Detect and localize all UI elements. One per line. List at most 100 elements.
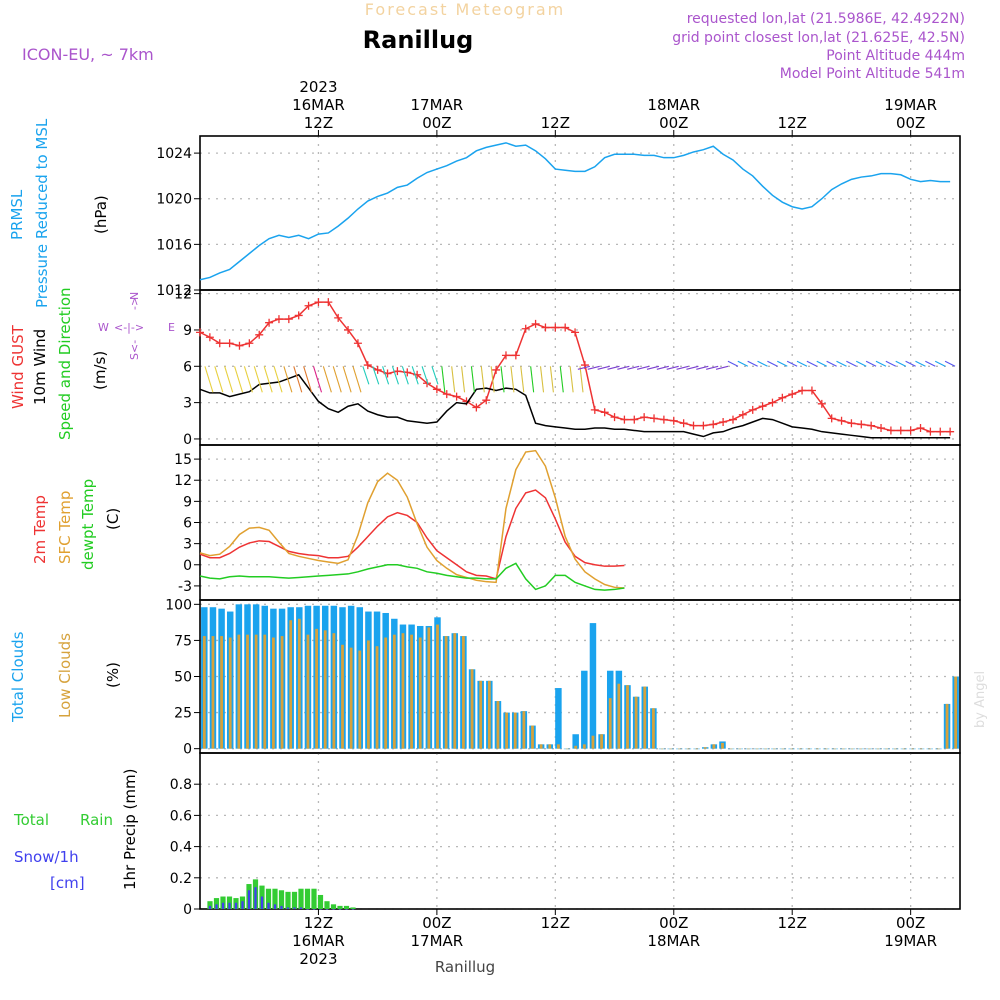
temperature-ytick-label: 0 xyxy=(183,558,192,574)
gust-marker xyxy=(501,351,510,360)
wind-arrow xyxy=(607,365,620,370)
bottom-axis-label: 12Z xyxy=(541,914,570,932)
gust-marker xyxy=(640,413,649,422)
wind-arrow xyxy=(767,360,778,367)
wind-arrow xyxy=(401,366,409,385)
low-cloud-bar xyxy=(911,748,914,750)
gust-marker xyxy=(630,415,639,424)
low-cloud-bar xyxy=(582,744,586,749)
wind-arrow xyxy=(372,366,380,385)
wind-arrow xyxy=(303,366,313,393)
gust-marker xyxy=(857,420,866,429)
gust-marker xyxy=(807,386,816,395)
wind-arrow xyxy=(273,366,283,393)
wind-arrow xyxy=(865,360,877,367)
gust-marker xyxy=(521,324,530,333)
temp-label: 2m Temp xyxy=(31,495,49,564)
gust-marker xyxy=(738,410,747,419)
temperature-ytick-label: -3 xyxy=(178,579,192,595)
wind-arrow xyxy=(905,360,916,367)
compass-ns-top: -> xyxy=(128,297,141,310)
wind-arrow xyxy=(636,365,650,370)
temperature-panel: -3 0 3 6 9 12 15 xyxy=(174,444,961,601)
wind-ytick-label: 12 xyxy=(174,287,192,303)
rain-bar xyxy=(324,901,330,909)
gust-marker xyxy=(482,396,491,405)
temperature-ytick-label: 12 xyxy=(174,473,192,489)
low-cloud-bar xyxy=(634,696,638,749)
total-cloud-bar xyxy=(589,623,597,749)
low-cloud-bar xyxy=(384,637,388,749)
low-cloud-bar xyxy=(652,708,655,749)
gust-marker xyxy=(541,323,550,332)
low-cloud-bar xyxy=(686,748,690,750)
temperature-series-0 xyxy=(199,489,625,580)
rain-bar xyxy=(272,888,278,909)
low-cloud-bar xyxy=(254,634,258,749)
low-cloud-bar xyxy=(781,748,785,750)
gust-marker xyxy=(837,416,846,425)
pressure-ytick-label: 1012 xyxy=(156,283,192,299)
top-axis-label: 19MAR xyxy=(884,96,937,114)
low-cloud-bar xyxy=(574,745,578,749)
low-cloud-bar xyxy=(885,748,888,750)
total-cloud-bar xyxy=(572,734,579,749)
dewpt-label: dewpt Temp xyxy=(79,479,97,570)
gust-marker xyxy=(205,333,214,342)
low-cloud-bar xyxy=(444,636,448,749)
rain-bar xyxy=(311,888,317,909)
snow-bar xyxy=(208,905,212,909)
pressure-ytick-label: 1016 xyxy=(156,237,192,253)
low-cloud-bar xyxy=(315,628,318,749)
wind-arrow xyxy=(786,360,798,367)
pressure-series-0 xyxy=(199,142,951,281)
legend-rain: Rain xyxy=(80,811,113,829)
wind-arrow xyxy=(490,366,495,393)
snow-bar xyxy=(228,902,231,909)
wind-arrow xyxy=(915,360,926,367)
gust-marker xyxy=(531,319,540,328)
snow-bar xyxy=(215,904,218,909)
gust-marker xyxy=(689,421,698,430)
snow-bar xyxy=(338,909,342,910)
top-axis-label: 12Z xyxy=(778,114,807,132)
wind-arrow xyxy=(715,365,729,370)
gust-marker xyxy=(334,313,343,322)
gust-marker xyxy=(946,427,955,436)
gust-marker xyxy=(916,424,925,433)
bottom-axis-label: 00Z xyxy=(659,914,688,932)
gust-marker xyxy=(748,405,757,414)
top-axis-label: 00Z xyxy=(422,114,451,132)
gust-marker xyxy=(669,416,678,425)
top-axis-label: 2023 xyxy=(299,78,337,96)
precip-ytick-label: 0.4 xyxy=(170,840,192,856)
low-cloud-bar xyxy=(747,748,750,750)
top-axis-label: 17MAR xyxy=(411,96,464,114)
low-cloud-bar xyxy=(462,636,465,749)
bottom-axis-label: 17MAR xyxy=(411,932,464,950)
clouds-ytick-label: 50 xyxy=(174,670,192,686)
low-cloud-bar xyxy=(479,680,483,749)
low-cloud-bar xyxy=(358,650,362,749)
gust-marker xyxy=(492,365,501,374)
wind-arrow xyxy=(934,360,946,367)
snow-bar xyxy=(332,909,335,910)
wind-arrow xyxy=(569,366,574,393)
gust-marker xyxy=(235,341,244,350)
wind-arrow xyxy=(243,366,253,393)
footer-location: Ranillug xyxy=(435,958,495,976)
low-cloud-bar xyxy=(297,618,301,749)
bottom-axis-label: 00Z xyxy=(896,914,925,932)
wind-label: 10m Wind xyxy=(31,329,49,405)
wind-arrow xyxy=(382,366,390,385)
temp-unit: (C) xyxy=(104,508,122,530)
snow-bar xyxy=(325,909,329,910)
wind-arrow xyxy=(362,366,370,385)
rain-bar xyxy=(285,891,291,909)
top-axis-label: 12Z xyxy=(541,114,570,132)
clouds-ytick-label: 75 xyxy=(174,633,192,649)
wind-arrow xyxy=(875,360,887,367)
wind-arrow xyxy=(421,366,429,385)
low-cloud-bar xyxy=(531,725,534,749)
